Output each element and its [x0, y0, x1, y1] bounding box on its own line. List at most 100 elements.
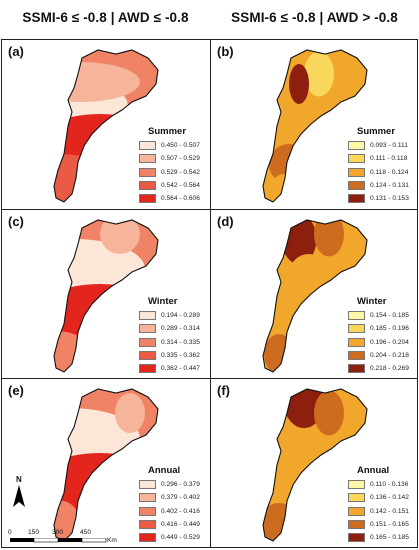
legend-label: 0.564 - 0.606 [161, 195, 200, 203]
legend-swatch [139, 520, 156, 530]
legend-label: 0.218 - 0.269 [370, 365, 409, 373]
north-arrow-icon: N [10, 475, 28, 516]
legend: 0.450 - 0.507 0.507 - 0.529 0.529 - 0.542 0… [139, 139, 200, 205]
value-zone [54, 62, 140, 102]
legend-item: 0.564 - 0.606 [139, 192, 200, 205]
legend-label: 0.111 - 0.118 [370, 155, 408, 163]
map-panel: (a) Summer 0.450 - 0.507 0.507 - 0.529 0.529… [2, 40, 210, 209]
legend-item: 0.402 - 0.416 [139, 505, 200, 518]
legend-label: 0.204 - 0.218 [370, 352, 409, 360]
legend-swatch [348, 337, 365, 347]
legend-swatch [348, 194, 365, 204]
legend-label: 0.196 - 0.204 [370, 338, 409, 346]
legend-label: 0.542 - 0.564 [161, 182, 200, 190]
map-panel: (e) Annual 0.296 - 0.379 0.379 - 0.402 0.402… [2, 378, 210, 548]
choropleth-map [53, 219, 159, 373]
legend-item: 0.185 - 0.196 [348, 322, 409, 335]
legend-swatch [139, 493, 156, 503]
panel-label: (d) [217, 214, 234, 229]
scale-tick-label: 300 [52, 529, 64, 536]
choropleth-map [53, 49, 159, 203]
legend-swatch [139, 324, 156, 334]
legend-item: 0.362 - 0.447 [139, 362, 200, 375]
legend-swatch [139, 337, 156, 347]
panel-label: (b) [217, 44, 234, 59]
legend-item: 0.450 - 0.507 [139, 139, 200, 152]
legend: 0.110 - 0.136 0.136 - 0.142 0.142 - 0.151 0… [348, 478, 409, 544]
panel-label: (c) [8, 214, 24, 229]
legend-label: 0.185 - 0.196 [370, 325, 409, 333]
value-zone [314, 390, 344, 436]
choropleth-map [53, 388, 159, 542]
map-panel: (b) Summer 0.093 - 0.111 0.111 - 0.118 0.118… [210, 40, 418, 209]
panel-label: (e) [8, 383, 24, 398]
legend-swatch [139, 506, 156, 516]
legend-item: 0.131 - 0.153 [348, 192, 409, 205]
value-zone [54, 239, 145, 299]
choropleth-map [262, 49, 368, 203]
legend-item: 0.151 - 0.165 [348, 518, 409, 531]
basin-outline [262, 49, 368, 203]
legend-swatch [348, 480, 365, 490]
legend-label: 0.314 - 0.335 [161, 338, 200, 346]
legend-label: 0.416 - 0.449 [161, 521, 200, 529]
legend-item: 0.314 - 0.335 [139, 336, 200, 349]
legend-item: 0.416 - 0.449 [139, 518, 200, 531]
legend-item: 0.296 - 0.379 [139, 478, 200, 491]
basin-outline [262, 219, 368, 373]
legend-item: 0.111 - 0.118 [348, 152, 409, 165]
legend-swatch [348, 311, 365, 321]
legend-item: 0.335 - 0.362 [139, 349, 200, 362]
legend-item: 0.542 - 0.564 [139, 179, 200, 192]
legend-item: 0.218 - 0.269 [348, 362, 409, 375]
scale-tick-label: 150 [28, 529, 40, 536]
season-label: Summer [148, 126, 187, 137]
legend-label: 0.335 - 0.362 [161, 352, 200, 360]
legend-label: 0.136 - 0.142 [370, 494, 409, 502]
scale-tick-label: 0 [8, 529, 12, 536]
panel-label: (f) [217, 383, 230, 398]
map-panel: (f) Annual 0.110 - 0.136 0.136 - 0.142 0.142… [210, 378, 418, 548]
legend-label: 0.110 - 0.136 [370, 481, 409, 489]
season-label: Annual [148, 465, 181, 476]
panel-grid: (a) Summer 0.450 - 0.507 0.507 - 0.529 0.529… [1, 39, 418, 548]
legend-swatch [139, 311, 156, 321]
choropleth-map [262, 219, 368, 373]
legend-label: 0.154 - 0.185 [370, 312, 409, 320]
legend-swatch [348, 324, 365, 334]
value-zone [264, 334, 294, 372]
legend-swatch [348, 351, 365, 361]
legend-item: 0.196 - 0.204 [348, 336, 409, 349]
scale-unit: Km [107, 537, 117, 544]
legend-swatch [348, 154, 365, 164]
legend-label: 0.362 - 0.447 [161, 365, 200, 373]
value-zone [54, 408, 140, 468]
legend-swatch [139, 533, 156, 543]
value-zone [289, 254, 329, 294]
legend-item: 0.449 - 0.529 [139, 531, 200, 544]
legend-swatch [348, 520, 365, 530]
legend-label: 0.142 - 0.151 [370, 507, 409, 515]
value-zone [100, 220, 140, 254]
value-zone [289, 64, 309, 104]
legend: 0.296 - 0.379 0.379 - 0.402 0.402 - 0.416 0… [139, 478, 200, 544]
basin-outline [53, 388, 159, 542]
legend-item: 0.110 - 0.136 [348, 478, 409, 491]
basin-outline [53, 219, 159, 373]
legend-item: 0.124 - 0.131 [348, 179, 409, 192]
map-panel: (c) Winter 0.194 - 0.289 0.289 - 0.314 0.314… [2, 209, 210, 378]
legend-label: 0.379 - 0.402 [161, 494, 200, 502]
legend-item: 0.142 - 0.151 [348, 505, 409, 518]
region-fill [263, 389, 367, 541]
legend-item: 0.194 - 0.289 [139, 309, 200, 322]
legend-label: 0.151 - 0.165 [370, 521, 409, 529]
legend-item: 0.093 - 0.111 [348, 139, 409, 152]
legend-label: 0.289 - 0.314 [161, 325, 200, 333]
legend-label: 0.529 - 0.542 [161, 168, 200, 176]
legend-label: 0.124 - 0.131 [370, 182, 409, 190]
legend: 0.154 - 0.185 0.185 - 0.196 0.196 - 0.204 0… [348, 309, 409, 375]
legend-swatch [139, 480, 156, 490]
scale-tick-label: 450 [80, 529, 92, 536]
map-panel: (d) Winter 0.154 - 0.185 0.185 - 0.196 0.196… [210, 209, 418, 378]
